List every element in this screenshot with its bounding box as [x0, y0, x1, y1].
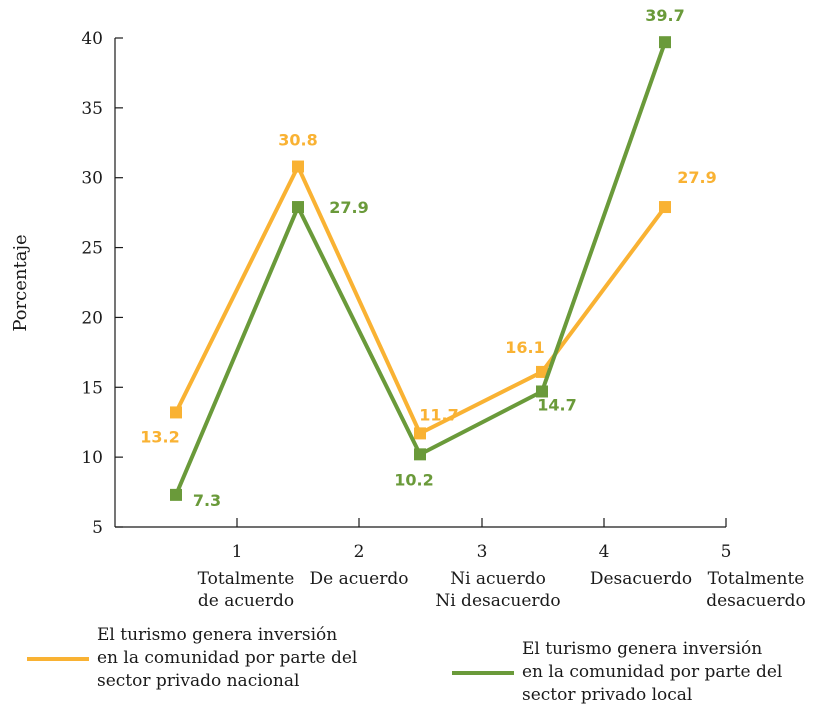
data-label-local: 27.9: [329, 198, 368, 217]
data-point-local: [414, 448, 426, 461]
data-label-local: 10.2: [394, 470, 433, 489]
data-point-local: [659, 36, 671, 49]
data-label-local: 39.7: [645, 6, 684, 25]
data-point-nacional: [659, 201, 671, 214]
y-tick-label: 40: [81, 29, 103, 49]
x-tick-label: 5: [721, 542, 732, 562]
data-point-nacional: [536, 365, 548, 378]
y-tick-label: 35: [81, 99, 103, 119]
legend-item-local: El turismo genera inversión en la comuni…: [452, 638, 782, 707]
data-point-local: [536, 385, 548, 398]
category-label: Totalmente desacuerdo: [706, 569, 806, 611]
data-point-nacional: [414, 427, 426, 440]
data-point-local: [292, 201, 304, 214]
data-label-local: 7.3: [193, 491, 221, 510]
data-label-nacional: 13.2: [140, 427, 179, 446]
x-tick-label: 3: [477, 542, 488, 562]
y-tick-label: 20: [81, 308, 103, 328]
series-line-nacional: [174, 164, 667, 436]
x-tick-label: 4: [599, 542, 610, 562]
data-label-local: 14.7: [537, 395, 576, 414]
x-tick-label: 1: [232, 542, 243, 562]
data-label-nacional: 16.1: [505, 338, 544, 357]
data-point-nacional: [292, 160, 304, 173]
data-label-nacional: 27.9: [677, 168, 716, 187]
category-label: De acuerdo: [309, 569, 408, 589]
series-lines: [170, 36, 671, 501]
data-point-local: [170, 488, 182, 501]
line-chart: 5 10 15 20 25 30 35 40 Porcentaje 1 2 3 4 5 Totalmente…: [10, 6, 806, 611]
legend-label-nacional: El turismo genera inversión en la comuni…: [97, 625, 358, 691]
legend-item-nacional: El turismo genera inversión en la comuni…: [27, 624, 357, 693]
y-tick-label: 30: [81, 169, 103, 189]
category-label: Totalmente de acuerdo: [198, 569, 295, 611]
category-label: Ni acuerdo Ni desacuerdo: [435, 569, 560, 611]
legend-label-local: El turismo genera inversión en la comuni…: [522, 639, 783, 705]
y-axis-title: Porcentaje: [10, 234, 31, 331]
y-tick-label: 25: [81, 239, 103, 259]
legend-swatch-nacional: [27, 656, 89, 661]
data-label-nacional: 11.7: [419, 405, 458, 424]
y-tick-label: 15: [81, 378, 103, 398]
y-tick-label: 5: [92, 518, 103, 538]
legend-swatch-local: [452, 670, 514, 675]
data-labels: 13.2 30.8 11.7 16.1 27.9 7.3 27.9 10.2 14.7 39.7: [140, 6, 716, 510]
x-tick-label: 2: [354, 542, 365, 562]
category-label: Desacuerdo: [590, 569, 692, 589]
y-tick-label: 10: [81, 448, 103, 468]
axes: 5 10 15 20 25 30 35 40 Porcentaje 1 2 3 4 5 Totalmente…: [10, 29, 806, 611]
data-point-nacional: [170, 406, 182, 419]
data-label-nacional: 30.8: [278, 131, 317, 150]
